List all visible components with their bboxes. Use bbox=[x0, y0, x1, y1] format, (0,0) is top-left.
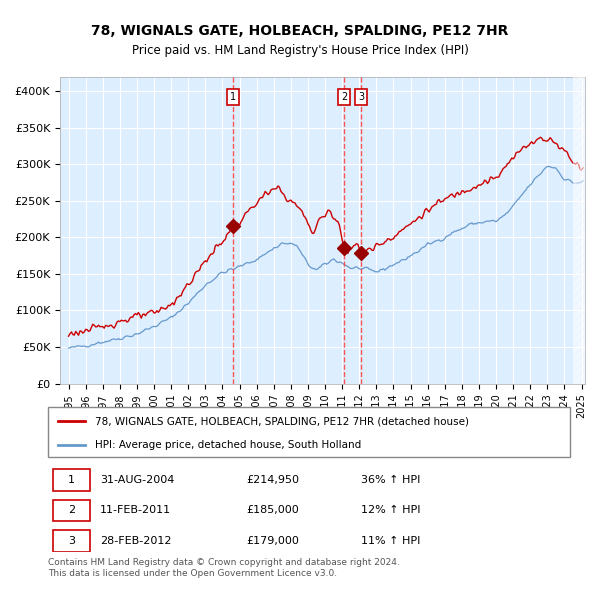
Text: 3: 3 bbox=[358, 91, 364, 101]
Text: £179,000: £179,000 bbox=[247, 536, 299, 546]
Text: Price paid vs. HM Land Registry's House Price Index (HPI): Price paid vs. HM Land Registry's House … bbox=[131, 44, 469, 57]
Text: £214,950: £214,950 bbox=[247, 476, 299, 486]
Text: 11-FEB-2011: 11-FEB-2011 bbox=[100, 506, 172, 516]
Text: 1: 1 bbox=[68, 476, 75, 486]
Text: 3: 3 bbox=[68, 536, 75, 546]
FancyBboxPatch shape bbox=[48, 407, 570, 457]
Text: £185,000: £185,000 bbox=[247, 506, 299, 516]
Text: 1: 1 bbox=[230, 91, 236, 101]
Text: 28-FEB-2012: 28-FEB-2012 bbox=[100, 536, 172, 546]
Text: 2: 2 bbox=[68, 506, 75, 516]
Text: 31-AUG-2004: 31-AUG-2004 bbox=[100, 476, 175, 486]
Text: 78, WIGNALS GATE, HOLBEACH, SPALDING, PE12 7HR: 78, WIGNALS GATE, HOLBEACH, SPALDING, PE… bbox=[91, 24, 509, 38]
Text: 78, WIGNALS GATE, HOLBEACH, SPALDING, PE12 7HR (detached house): 78, WIGNALS GATE, HOLBEACH, SPALDING, PE… bbox=[95, 416, 469, 426]
FancyBboxPatch shape bbox=[53, 530, 90, 552]
Bar bbox=[573, 77, 585, 384]
Text: 36% ↑ HPI: 36% ↑ HPI bbox=[361, 476, 421, 486]
Text: This data is licensed under the Open Government Licence v3.0.: This data is licensed under the Open Gov… bbox=[48, 569, 337, 578]
Text: 11% ↑ HPI: 11% ↑ HPI bbox=[361, 536, 421, 546]
Text: Contains HM Land Registry data © Crown copyright and database right 2024.: Contains HM Land Registry data © Crown c… bbox=[48, 558, 400, 566]
FancyBboxPatch shape bbox=[53, 500, 90, 522]
FancyBboxPatch shape bbox=[53, 470, 90, 491]
Text: 12% ↑ HPI: 12% ↑ HPI bbox=[361, 506, 421, 516]
Text: 2: 2 bbox=[341, 91, 347, 101]
Text: HPI: Average price, detached house, South Holland: HPI: Average price, detached house, Sout… bbox=[95, 440, 361, 450]
